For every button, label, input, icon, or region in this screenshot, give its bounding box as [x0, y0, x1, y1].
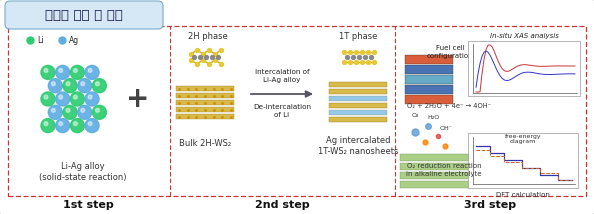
FancyArrowPatch shape	[251, 91, 311, 97]
Bar	[176, 100, 234, 105]
Circle shape	[70, 65, 84, 79]
Circle shape	[44, 95, 48, 99]
Text: 연구의 목표 및 개요: 연구의 목표 및 개요	[45, 9, 123, 21]
Circle shape	[56, 65, 69, 79]
Circle shape	[74, 68, 77, 72]
Bar	[329, 96, 387, 101]
Text: Li: Li	[37, 36, 43, 45]
Text: DFT calculation: DFT calculation	[496, 192, 550, 198]
Bar	[329, 103, 387, 108]
Text: Bulk 2H-WS₂: Bulk 2H-WS₂	[179, 140, 231, 149]
Bar	[329, 117, 387, 122]
Bar	[400, 172, 488, 179]
Text: 2nd step: 2nd step	[255, 200, 309, 210]
Bar	[329, 89, 387, 94]
Circle shape	[78, 79, 91, 93]
FancyBboxPatch shape	[5, 1, 163, 29]
Circle shape	[88, 95, 92, 99]
Bar	[176, 93, 234, 98]
Text: Ag: Ag	[69, 36, 79, 45]
Circle shape	[96, 82, 99, 86]
Circle shape	[93, 79, 106, 93]
Circle shape	[63, 79, 77, 93]
Circle shape	[78, 105, 91, 119]
FancyBboxPatch shape	[405, 95, 453, 104]
Text: Intercalation of
Li-Ag alloy: Intercalation of Li-Ag alloy	[255, 69, 309, 83]
Text: 3rd step: 3rd step	[464, 200, 516, 210]
Bar	[329, 82, 387, 87]
FancyBboxPatch shape	[405, 65, 453, 74]
Circle shape	[70, 119, 84, 133]
Bar	[176, 86, 234, 91]
Circle shape	[59, 95, 62, 99]
Bar	[176, 114, 234, 119]
Text: O₂: O₂	[412, 113, 419, 118]
Circle shape	[41, 65, 55, 79]
Text: OH⁻: OH⁻	[440, 126, 453, 131]
Circle shape	[48, 79, 62, 93]
Circle shape	[74, 122, 77, 126]
Circle shape	[93, 105, 106, 119]
Circle shape	[44, 68, 48, 72]
Bar	[468, 41, 580, 96]
Circle shape	[56, 119, 69, 133]
Circle shape	[85, 119, 99, 133]
Circle shape	[44, 122, 48, 126]
Circle shape	[66, 108, 70, 112]
Bar	[8, 26, 586, 196]
Text: 1st step: 1st step	[62, 200, 113, 210]
Text: Ag intercalated
1T-WS₂ nanosheets: Ag intercalated 1T-WS₂ nanosheets	[318, 136, 398, 156]
Text: De-intercalation
of Li: De-intercalation of Li	[253, 104, 311, 118]
Bar	[176, 107, 234, 112]
Circle shape	[70, 92, 84, 106]
Bar	[329, 110, 387, 115]
Circle shape	[66, 82, 70, 86]
Text: +: +	[127, 85, 150, 113]
Circle shape	[41, 92, 55, 106]
Text: 1T phase: 1T phase	[339, 31, 377, 40]
Circle shape	[74, 95, 77, 99]
Text: In-situ XAS analysis: In-situ XAS analysis	[489, 33, 558, 39]
Circle shape	[59, 122, 62, 126]
Circle shape	[48, 105, 62, 119]
Text: Fuel cell
configuration: Fuel cell configuration	[426, 45, 473, 59]
Text: Li-Ag alloy
(solid-state reaction): Li-Ag alloy (solid-state reaction)	[39, 162, 127, 182]
Bar	[400, 181, 488, 188]
FancyBboxPatch shape	[405, 75, 453, 84]
Bar	[468, 133, 578, 188]
FancyBboxPatch shape	[405, 85, 453, 94]
Circle shape	[96, 108, 99, 112]
Circle shape	[51, 108, 55, 112]
Circle shape	[56, 92, 69, 106]
Text: O₂ reduction reaction
in alkaline electrolyte: O₂ reduction reaction in alkaline electr…	[406, 163, 482, 177]
Bar	[400, 154, 488, 161]
FancyBboxPatch shape	[405, 55, 453, 64]
Circle shape	[59, 68, 62, 72]
Bar	[400, 163, 488, 170]
Text: H₂O: H₂O	[427, 115, 439, 120]
Circle shape	[81, 108, 85, 112]
Circle shape	[85, 92, 99, 106]
Circle shape	[81, 82, 85, 86]
Circle shape	[51, 82, 55, 86]
Circle shape	[63, 105, 77, 119]
Text: O₂ + 2H₂O + 4e⁻ → 4OH⁻: O₂ + 2H₂O + 4e⁻ → 4OH⁻	[407, 103, 491, 109]
Text: free-energy
diagram: free-energy diagram	[505, 134, 541, 144]
Circle shape	[85, 65, 99, 79]
Circle shape	[88, 122, 92, 126]
Text: 2H phase: 2H phase	[188, 31, 228, 40]
Circle shape	[41, 119, 55, 133]
Circle shape	[88, 68, 92, 72]
